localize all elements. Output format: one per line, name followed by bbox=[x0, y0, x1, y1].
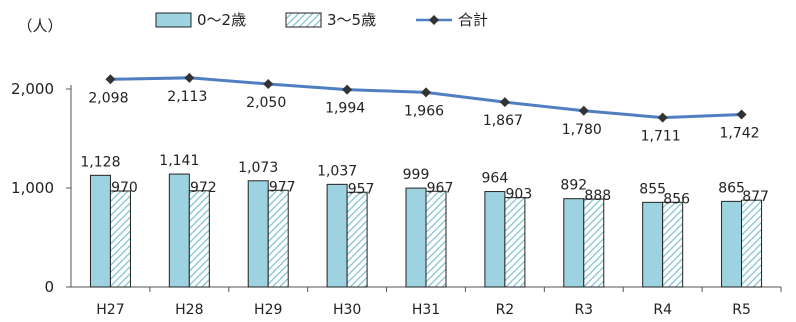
unit-label: （人） bbox=[17, 17, 62, 35]
total-label: 1,711 bbox=[641, 129, 681, 145]
bar-label-0-2: 999 bbox=[403, 167, 430, 183]
total-label: 2,098 bbox=[88, 90, 128, 106]
total-point bbox=[736, 109, 747, 120]
bar-3-5 bbox=[109, 190, 131, 288]
total-label: 2,113 bbox=[167, 89, 207, 105]
bar-label-0-2: 1,037 bbox=[317, 163, 357, 179]
total-point bbox=[342, 84, 353, 95]
bar-label-0-2: 892 bbox=[560, 178, 587, 194]
x-tick-label: R4 bbox=[653, 302, 672, 318]
legend-swatch-1 bbox=[285, 12, 322, 28]
legend-marker-2 bbox=[429, 15, 439, 25]
legend-swatch-0 bbox=[155, 12, 192, 28]
x-tick-label: H29 bbox=[254, 302, 282, 318]
bar-label-3-5: 977 bbox=[269, 179, 296, 195]
x-tick-label: H31 bbox=[412, 302, 440, 318]
bar-label-3-5: 877 bbox=[742, 189, 769, 205]
bar-label-0-2: 964 bbox=[482, 171, 509, 187]
bar-0-2 bbox=[721, 200, 743, 288]
bar-label-3-5: 972 bbox=[190, 180, 217, 196]
x-tick-label: H28 bbox=[175, 302, 203, 318]
bar-3-5 bbox=[346, 191, 368, 288]
x-tick-label: R2 bbox=[496, 302, 515, 318]
legend: 0～2歳 3～5歳 合計 bbox=[155, 11, 488, 29]
bar-3-5 bbox=[504, 197, 526, 288]
total-label: 1,994 bbox=[325, 101, 365, 117]
total-point bbox=[105, 74, 116, 85]
bars bbox=[89, 173, 763, 288]
total-point bbox=[578, 105, 589, 116]
total-point bbox=[421, 87, 431, 98]
bar-label-3-5: 967 bbox=[427, 180, 454, 196]
bar-3-5 bbox=[662, 201, 684, 288]
y-tick-label: 2,000 bbox=[11, 80, 54, 98]
bar-0-2 bbox=[247, 180, 269, 288]
bar-label-3-5: 970 bbox=[111, 180, 138, 196]
bar-0-2 bbox=[168, 173, 190, 288]
y-tick-label: 0 bbox=[44, 278, 54, 296]
bar-label-3-5: 856 bbox=[663, 191, 690, 207]
total-point bbox=[657, 112, 668, 123]
bar-0-2 bbox=[563, 198, 585, 288]
bar-label-3-5: 903 bbox=[506, 187, 533, 203]
bar-0-2 bbox=[326, 183, 348, 288]
bar-label-0-2: 1,141 bbox=[159, 153, 199, 169]
bar-label-0-2: 855 bbox=[639, 181, 666, 197]
bar-label-3-5: 957 bbox=[348, 181, 375, 197]
bar-0-2 bbox=[642, 201, 664, 288]
bar-3-5 bbox=[188, 190, 210, 288]
x-tick-label: R3 bbox=[574, 302, 593, 318]
x-tick-label: R5 bbox=[732, 302, 751, 318]
bar-label-0-2: 865 bbox=[718, 180, 745, 196]
bar-label-3-5: 888 bbox=[584, 188, 611, 204]
total-label: 2,050 bbox=[246, 95, 286, 111]
bar-3-5 bbox=[741, 199, 763, 288]
legend-label-1: 3～5歳 bbox=[327, 11, 376, 29]
total-line bbox=[105, 72, 747, 123]
bar-label-0-2: 1,073 bbox=[238, 160, 278, 176]
bar-3-5 bbox=[267, 189, 289, 288]
bar-0-2 bbox=[405, 187, 427, 288]
legend-label-0: 0～2歳 bbox=[197, 11, 246, 29]
bar-3-5 bbox=[583, 198, 605, 288]
total-label: 1,867 bbox=[483, 113, 523, 129]
bar-label-0-2: 1,128 bbox=[80, 154, 120, 170]
total-label: 1,780 bbox=[562, 122, 602, 138]
bar-0-2 bbox=[484, 191, 506, 288]
y-tick-label: 1,000 bbox=[11, 179, 54, 197]
bar-3-5 bbox=[425, 190, 447, 288]
bar-0-2 bbox=[89, 174, 111, 288]
total-label: 1,966 bbox=[404, 103, 444, 119]
legend-label-2: 合計 bbox=[458, 11, 488, 29]
total-point bbox=[263, 79, 274, 90]
total-point bbox=[499, 97, 510, 108]
total-label: 1,742 bbox=[720, 126, 760, 142]
x-tick-label: H30 bbox=[333, 302, 361, 318]
x-tick-label: H27 bbox=[96, 302, 124, 318]
total-point bbox=[184, 72, 195, 83]
